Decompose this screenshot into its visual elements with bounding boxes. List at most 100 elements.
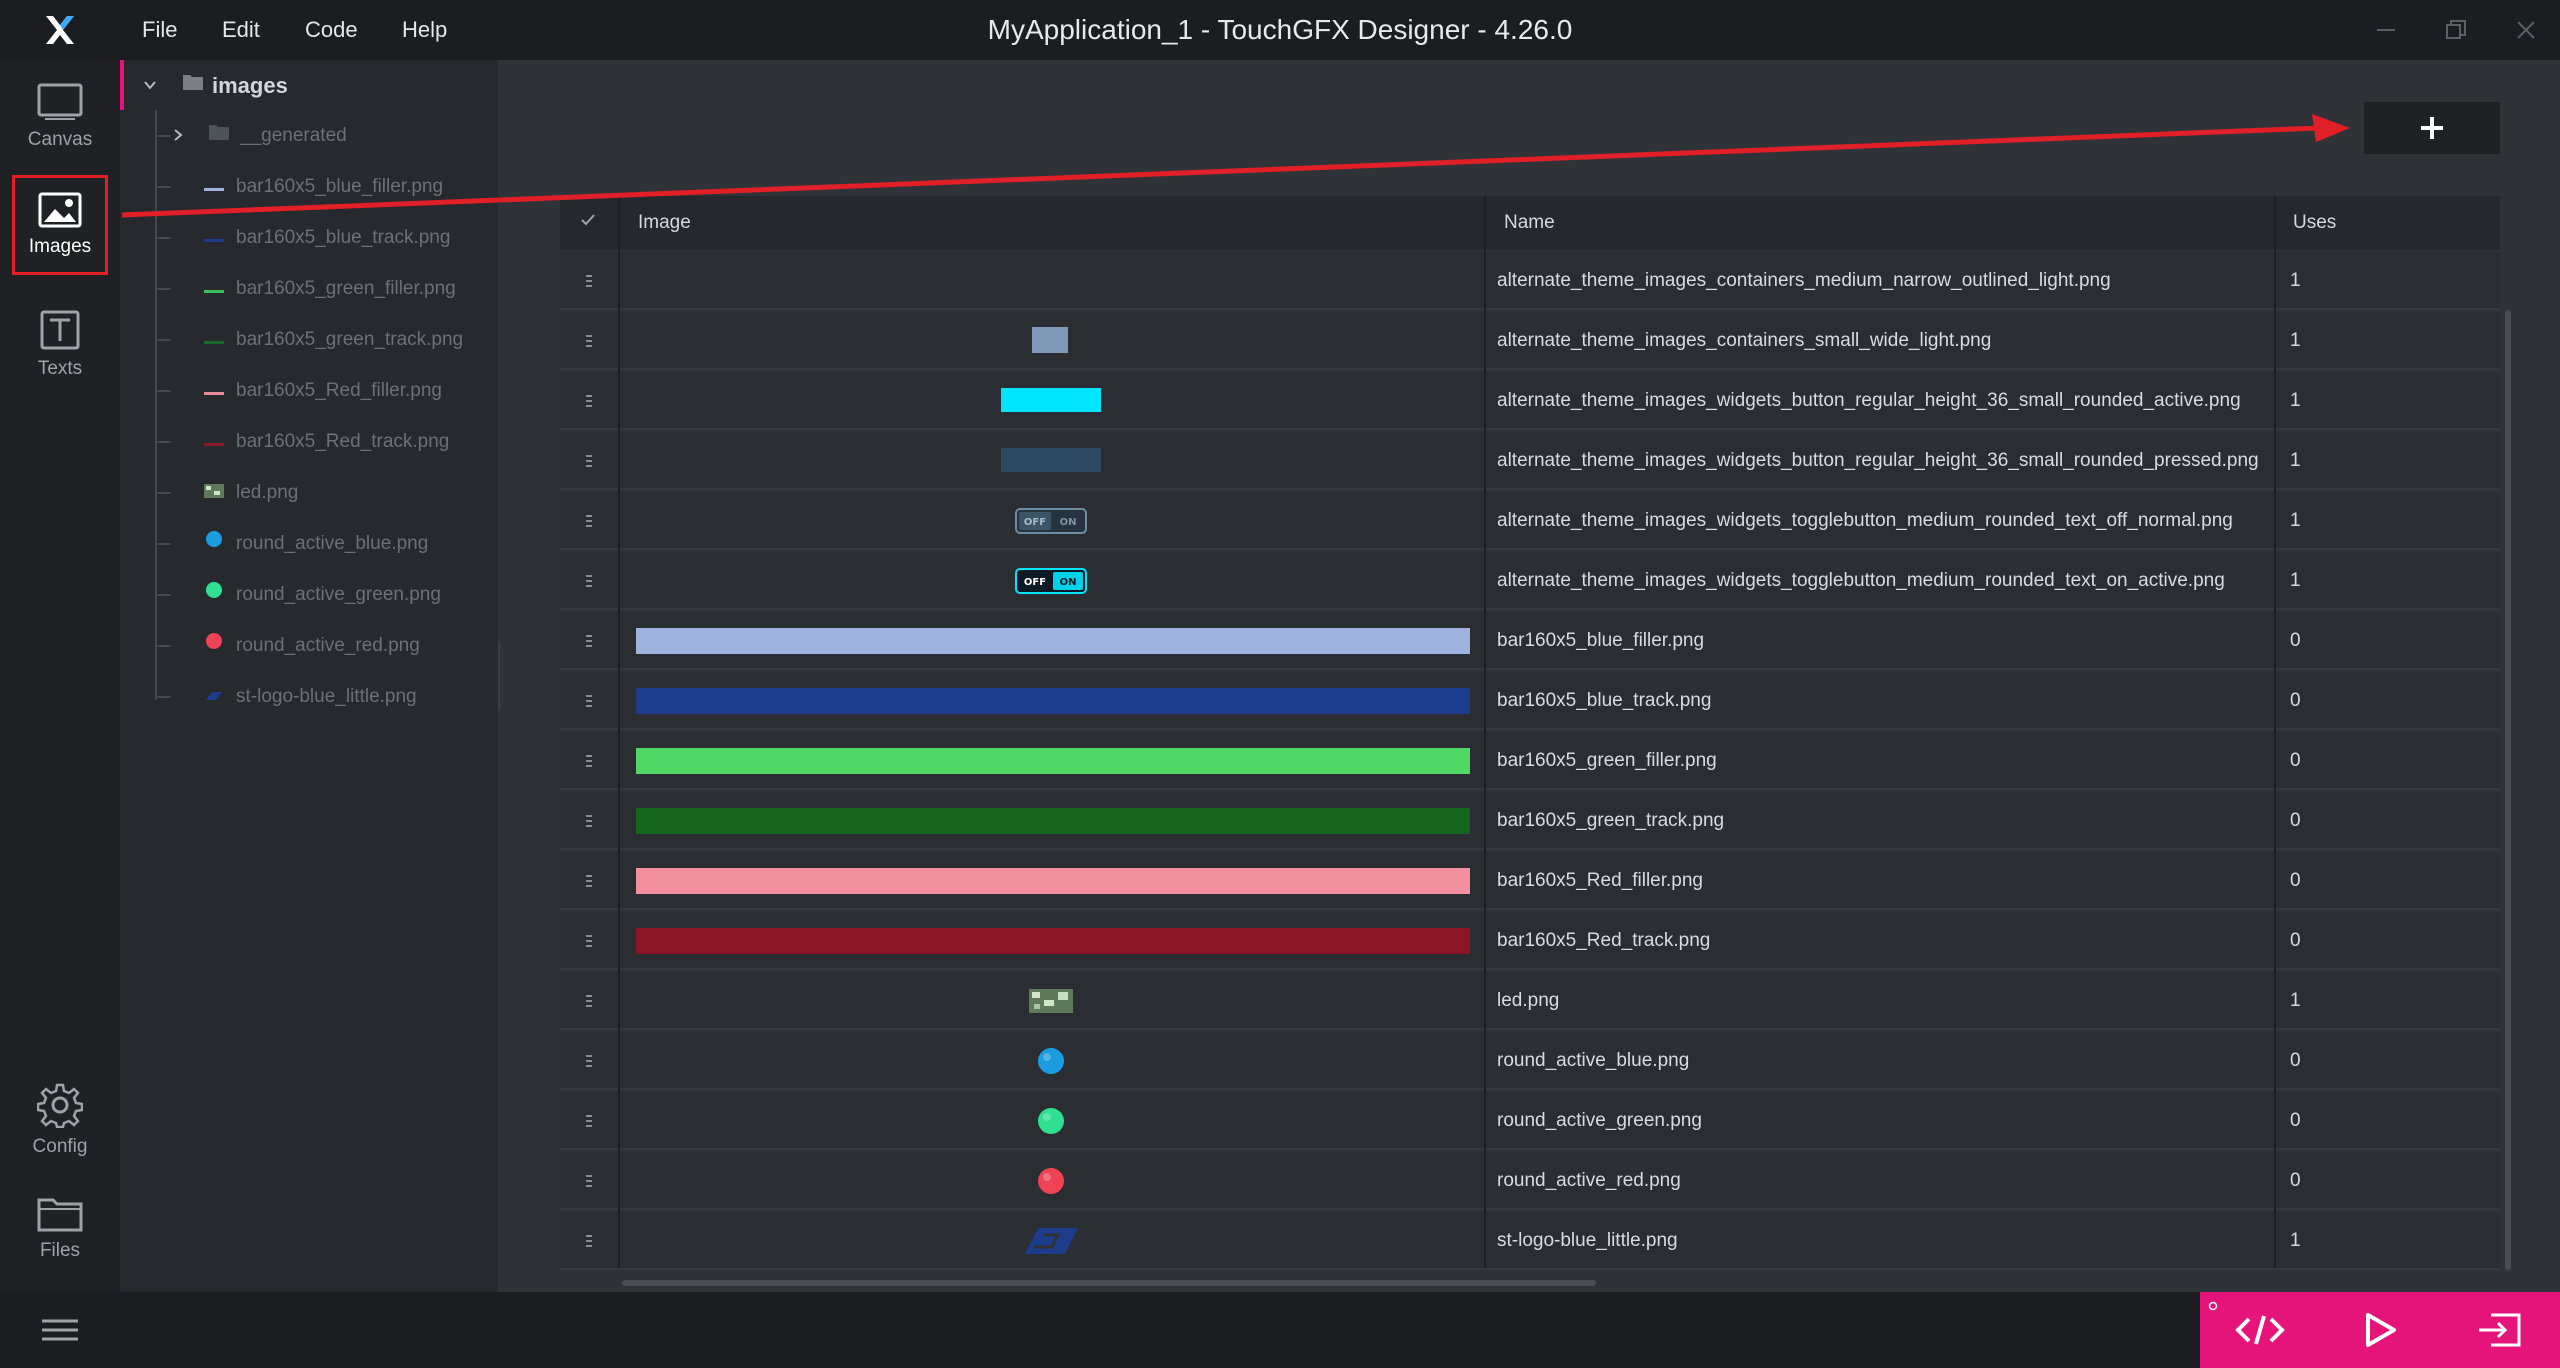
image-preview bbox=[620, 1032, 1486, 1090]
column-header-uses[interactable]: Uses bbox=[2293, 212, 2337, 233]
drag-handle-icon[interactable] bbox=[560, 372, 618, 430]
drag-handle-icon[interactable] bbox=[560, 492, 618, 550]
table-row[interactable]: alternate_theme_images_containers_small_… bbox=[560, 312, 2500, 370]
drag-handle-icon[interactable] bbox=[560, 1152, 618, 1210]
table-row[interactable]: OFF ON alternate_theme_images_widgets_togg… bbox=[560, 492, 2500, 550]
image-preview: OFF ON bbox=[620, 552, 1486, 610]
image-preview bbox=[620, 1092, 1486, 1150]
tree-item[interactable]: bar160x5_blue_filler.png bbox=[124, 161, 498, 212]
drag-handle-icon[interactable] bbox=[560, 1092, 618, 1150]
tree-item[interactable]: round_active_red.png bbox=[124, 620, 498, 671]
plus-icon bbox=[2421, 117, 2443, 139]
select-all-check-icon[interactable] bbox=[580, 196, 596, 250]
drag-handle-icon[interactable] bbox=[560, 612, 618, 670]
table-row[interactable]: round_active_green.png 0 bbox=[560, 1092, 2500, 1150]
table-row[interactable]: OFF ON alternate_theme_images_widgets_togg… bbox=[560, 552, 2500, 610]
text-icon bbox=[40, 310, 80, 350]
tree-root[interactable]: images bbox=[124, 60, 498, 111]
rail-config[interactable]: Config bbox=[0, 1065, 120, 1175]
table-row[interactable]: alternate_theme_images_containers_medium… bbox=[560, 252, 2500, 310]
tree-item[interactable]: bar160x5_Red_filler.png bbox=[124, 365, 498, 416]
table-row[interactable]: bar160x5_green_filler.png 0 bbox=[560, 732, 2500, 790]
led-thumbnail-icon bbox=[204, 467, 224, 518]
menu-help[interactable]: Help bbox=[402, 17, 448, 42]
table-row[interactable]: round_active_red.png 0 bbox=[560, 1152, 2500, 1210]
image-uses-count: 0 bbox=[2290, 1170, 2301, 1191]
column-header-name[interactable]: Name bbox=[1504, 212, 1555, 233]
tree-connector bbox=[157, 237, 171, 239]
run-simulator-button[interactable] bbox=[2335, 1292, 2425, 1368]
tree-item[interactable]: round_active_green.png bbox=[124, 569, 498, 620]
table-row[interactable]: st-logo-blue_little.png 1 bbox=[560, 1212, 2500, 1270]
tree-connector bbox=[157, 492, 171, 494]
menu-code[interactable]: Code bbox=[305, 17, 358, 42]
table-row[interactable]: alternate_theme_images_widgets_button_re… bbox=[560, 372, 2500, 430]
drag-handle-icon[interactable] bbox=[560, 972, 618, 1030]
bar-thumbnail-icon bbox=[204, 314, 224, 365]
table-row[interactable]: led.png 1 bbox=[560, 972, 2500, 1030]
tree-item[interactable]: led.png bbox=[124, 467, 498, 518]
table-row[interactable]: bar160x5_Red_filler.png 0 bbox=[560, 852, 2500, 910]
tree-item[interactable]: bar160x5_green_filler.png bbox=[124, 263, 498, 314]
minimize-icon[interactable] bbox=[2370, 14, 2402, 46]
chevron-down-icon[interactable] bbox=[144, 60, 156, 111]
image-uses-count: 0 bbox=[2290, 750, 2301, 771]
play-icon bbox=[2366, 1313, 2396, 1347]
drag-handle-icon[interactable] bbox=[560, 672, 618, 730]
tree-item[interactable]: bar160x5_blue_track.png bbox=[124, 212, 498, 263]
menu-file[interactable]: File bbox=[142, 17, 178, 42]
table-row[interactable]: bar160x5_blue_track.png 0 bbox=[560, 672, 2500, 730]
hamburger-menu-icon[interactable] bbox=[0, 1292, 120, 1368]
svg-text:ON: ON bbox=[1060, 577, 1077, 588]
table-row[interactable]: bar160x5_blue_filler.png 0 bbox=[560, 612, 2500, 670]
vertical-scrollbar[interactable] bbox=[2505, 310, 2511, 1270]
image-preview bbox=[620, 732, 1486, 790]
drag-handle-icon[interactable] bbox=[560, 912, 618, 970]
table-row[interactable]: bar160x5_Red_track.png 0 bbox=[560, 912, 2500, 970]
rail-texts[interactable]: Texts bbox=[0, 290, 120, 400]
menu-edit[interactable]: Edit bbox=[222, 17, 260, 42]
drag-handle-icon[interactable] bbox=[560, 852, 618, 910]
drag-handle-icon[interactable] bbox=[560, 312, 618, 370]
drag-handle-icon[interactable] bbox=[560, 252, 618, 310]
rail-canvas-label: Canvas bbox=[27, 129, 93, 150]
app-logo-icon bbox=[0, 0, 120, 60]
chevron-right-icon[interactable] bbox=[172, 110, 184, 161]
image-name: alternate_theme_images_widgets_togglebut… bbox=[1497, 510, 2233, 531]
table-row[interactable]: round_active_blue.png 0 bbox=[560, 1032, 2500, 1090]
rail-canvas[interactable]: Canvas bbox=[0, 62, 120, 172]
image-preview bbox=[620, 432, 1486, 490]
horizontal-scrollbar[interactable] bbox=[622, 1280, 1596, 1286]
drag-handle-icon[interactable] bbox=[560, 432, 618, 490]
drag-handle-icon[interactable] bbox=[560, 552, 618, 610]
image-uses-count: 0 bbox=[2290, 810, 2301, 831]
image-uses-count: 1 bbox=[2290, 330, 2301, 351]
drag-handle-icon[interactable] bbox=[560, 732, 618, 790]
tree-item[interactable]: bar160x5_green_track.png bbox=[124, 314, 498, 365]
column-header-image[interactable]: Image bbox=[638, 212, 691, 233]
drag-handle-icon[interactable] bbox=[560, 1032, 618, 1090]
tree-item[interactable]: st-logo-blue_little.png bbox=[124, 671, 498, 722]
rail-images[interactable]: Images bbox=[12, 175, 108, 275]
image-uses-count: 0 bbox=[2290, 930, 2301, 951]
tree-item[interactable]: __generated bbox=[124, 110, 498, 161]
drag-handle-icon[interactable] bbox=[560, 1212, 618, 1270]
tree-item[interactable]: bar160x5_Red_track.png bbox=[124, 416, 498, 467]
rail-files[interactable]: Files bbox=[0, 1173, 120, 1283]
image-name: alternate_theme_images_widgets_button_re… bbox=[1497, 390, 2241, 411]
table-row[interactable]: alternate_theme_images_widgets_button_re… bbox=[560, 432, 2500, 490]
image-name: alternate_theme_images_widgets_togglebut… bbox=[1497, 570, 2225, 591]
add-image-button[interactable] bbox=[2364, 102, 2500, 154]
image-uses-count: 1 bbox=[2290, 1230, 2301, 1251]
tree-item[interactable]: round_active_blue.png bbox=[124, 518, 498, 569]
tree-item-label: __generated bbox=[240, 125, 347, 146]
table-row[interactable]: bar160x5_green_track.png 0 bbox=[560, 792, 2500, 850]
status-dot-icon bbox=[2208, 1298, 2218, 1316]
run-on-target-button[interactable] bbox=[2455, 1292, 2545, 1368]
close-icon[interactable] bbox=[2510, 14, 2542, 46]
bottom-bar bbox=[0, 1292, 2560, 1368]
generate-code-button[interactable] bbox=[2215, 1292, 2305, 1368]
tree-connector bbox=[157, 594, 171, 596]
restore-icon[interactable] bbox=[2440, 14, 2472, 46]
drag-handle-icon[interactable] bbox=[560, 792, 618, 850]
